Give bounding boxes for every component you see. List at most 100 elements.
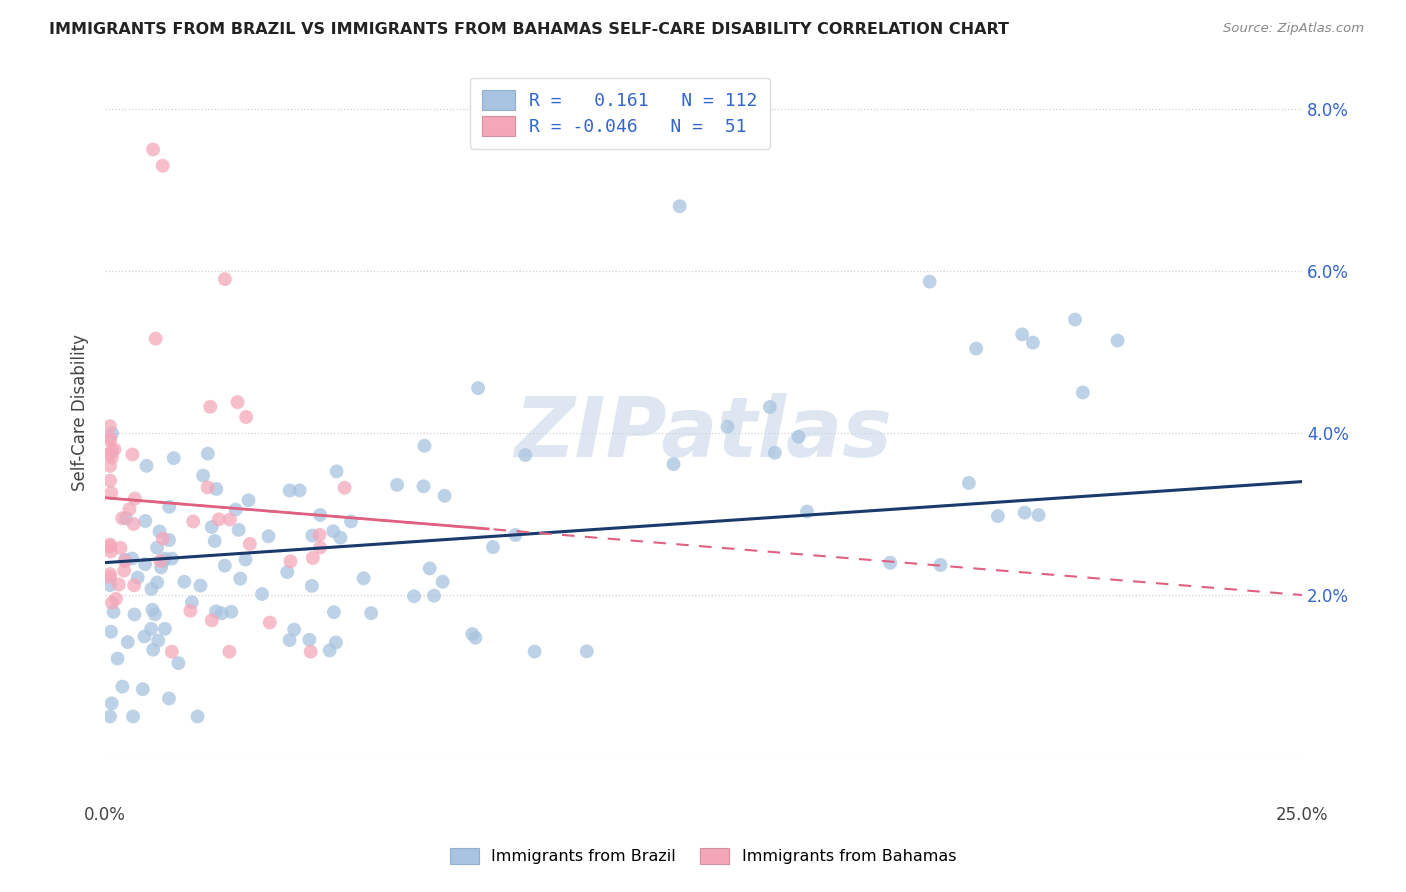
Point xyxy=(114,553,136,567)
Point xyxy=(214,558,236,573)
Point xyxy=(385,478,408,492)
Point xyxy=(157,691,180,706)
Point xyxy=(308,528,330,542)
Point xyxy=(101,450,124,465)
Point xyxy=(146,541,169,555)
Point xyxy=(145,332,167,346)
Point xyxy=(413,439,436,453)
Point xyxy=(257,529,280,543)
Point xyxy=(419,561,441,575)
Point xyxy=(918,275,941,289)
Point xyxy=(205,482,228,496)
Point xyxy=(98,709,121,723)
Point xyxy=(98,447,121,461)
Point xyxy=(278,483,301,498)
Point xyxy=(763,446,786,460)
Point xyxy=(142,143,165,157)
Point xyxy=(197,447,219,461)
Point xyxy=(259,615,281,630)
Point xyxy=(135,458,157,473)
Point xyxy=(229,572,252,586)
Point xyxy=(98,578,121,592)
Point xyxy=(288,483,311,498)
Point xyxy=(160,551,183,566)
Point xyxy=(132,682,155,697)
Point xyxy=(181,515,204,529)
Point xyxy=(301,528,323,542)
Point xyxy=(325,635,347,649)
Point xyxy=(107,577,129,591)
Point xyxy=(134,629,156,643)
Point xyxy=(208,512,231,526)
Point xyxy=(111,680,134,694)
Point xyxy=(432,574,454,589)
Point xyxy=(150,560,173,574)
Point xyxy=(197,480,219,494)
Text: Source: ZipAtlas.com: Source: ZipAtlas.com xyxy=(1223,22,1364,36)
Point xyxy=(716,419,738,434)
Point xyxy=(221,605,243,619)
Point xyxy=(1071,385,1094,400)
Point xyxy=(148,524,170,539)
Point xyxy=(323,605,346,619)
Point xyxy=(98,458,121,473)
Point xyxy=(134,557,156,571)
Point xyxy=(179,604,201,618)
Point xyxy=(235,409,257,424)
Point xyxy=(302,551,325,566)
Point xyxy=(100,544,122,558)
Point xyxy=(482,540,505,554)
Point xyxy=(98,434,121,448)
Point xyxy=(101,426,124,441)
Point xyxy=(127,570,149,584)
Point xyxy=(309,541,332,555)
Point xyxy=(186,709,208,723)
Point xyxy=(121,551,143,566)
Point xyxy=(141,603,163,617)
Point xyxy=(250,587,273,601)
Point xyxy=(464,631,486,645)
Point xyxy=(280,554,302,568)
Point xyxy=(122,516,145,531)
Point xyxy=(1028,508,1050,522)
Point xyxy=(218,512,240,526)
Point xyxy=(152,159,174,173)
Point xyxy=(160,645,183,659)
Point xyxy=(167,656,190,670)
Point xyxy=(124,491,146,506)
Point xyxy=(329,531,352,545)
Point xyxy=(340,515,363,529)
Point xyxy=(115,511,138,525)
Point xyxy=(101,596,124,610)
Point xyxy=(278,633,301,648)
Point xyxy=(98,539,121,553)
Point xyxy=(276,565,298,579)
Point xyxy=(104,591,127,606)
Point xyxy=(121,447,143,461)
Point xyxy=(152,532,174,546)
Point xyxy=(402,589,425,603)
Point xyxy=(100,624,122,639)
Point xyxy=(322,524,344,539)
Point xyxy=(759,400,782,414)
Point xyxy=(879,556,901,570)
Point xyxy=(309,508,332,522)
Point xyxy=(122,709,145,723)
Point xyxy=(214,272,236,286)
Point xyxy=(204,534,226,549)
Point xyxy=(139,622,162,636)
Point xyxy=(153,622,176,636)
Point xyxy=(787,430,810,444)
Point xyxy=(299,645,322,659)
Point xyxy=(325,464,347,478)
Point xyxy=(101,443,124,458)
Point xyxy=(575,644,598,658)
Point xyxy=(143,607,166,622)
Point xyxy=(301,579,323,593)
Point xyxy=(211,607,233,621)
Point xyxy=(218,645,240,659)
Point xyxy=(205,604,228,618)
Point xyxy=(118,502,141,516)
Point xyxy=(1014,506,1036,520)
Point xyxy=(180,595,202,609)
